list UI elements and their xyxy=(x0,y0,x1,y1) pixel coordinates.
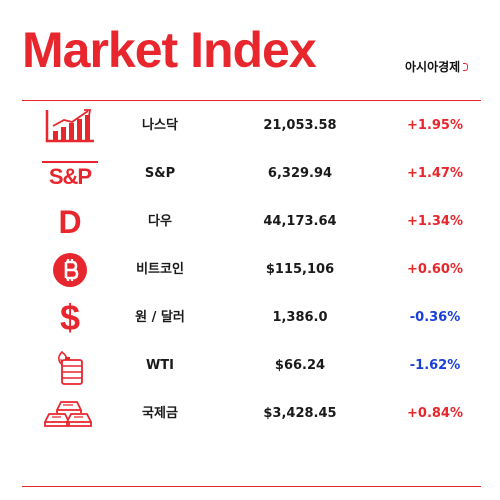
index-change: -0.36% xyxy=(409,310,461,325)
index-name: 원 / 달러 xyxy=(135,310,185,325)
list-item-bitcoin: 비트코인 $115,106 +0.60% xyxy=(0,250,500,290)
dow-logo-text: D xyxy=(58,204,82,240)
index-name: 나스닥 xyxy=(142,118,178,133)
index-value: $3,428.45 xyxy=(263,406,337,421)
page-title: Market Index xyxy=(22,22,317,78)
oil-barrel-icon xyxy=(40,346,100,386)
top-divider xyxy=(22,100,481,101)
bottom-divider xyxy=(22,486,481,487)
index-change: +1.34% xyxy=(407,214,463,229)
index-change: -1.62% xyxy=(409,358,461,373)
list-item-nasdaq: 나스닥 21,053.58 +1.95% xyxy=(0,106,500,146)
brand-name: 아시아경제 xyxy=(405,60,461,74)
index-change: +0.84% xyxy=(407,406,463,421)
index-value: 6,329.94 xyxy=(267,166,333,181)
bar-chart-icon xyxy=(40,106,100,146)
dow-logo-icon: D xyxy=(40,202,100,242)
index-value: $66.24 xyxy=(274,358,326,373)
index-name: 다우 xyxy=(148,214,172,229)
index-name: WTI xyxy=(145,358,175,373)
list-item-dow: D 다우 44,173.64 +1.34% xyxy=(0,202,500,242)
sp-logo-text: S&P xyxy=(48,163,92,189)
index-value: 44,173.64 xyxy=(263,214,337,229)
gold-bars-icon xyxy=(40,394,100,434)
dollar-sign-text: $ xyxy=(59,297,81,338)
brand-logo: 아시아경제 xyxy=(405,58,469,75)
sp-logo-icon: S&P xyxy=(40,154,100,194)
index-value: 1,386.0 xyxy=(272,310,328,325)
list-item-sp: S&P S&P 6,329.94 +1.47% xyxy=(0,154,500,194)
index-name: S&P xyxy=(144,166,176,181)
index-value: 21,053.58 xyxy=(263,118,337,133)
list-item-wti: WTI $66.24 -1.62% xyxy=(0,346,500,386)
bitcoin-icon xyxy=(40,250,100,290)
list-item-krw-usd: $ 원 / 달러 1,386.0 -0.36% xyxy=(0,298,500,338)
brand-mark-icon xyxy=(463,62,469,71)
list-item-gold: 국제금 $3,428.45 +0.84% xyxy=(0,394,500,434)
index-name: 비트코인 xyxy=(136,262,184,277)
index-name: 국제금 xyxy=(142,406,178,421)
dollar-sign-icon: $ xyxy=(40,298,100,338)
index-change: +0.60% xyxy=(407,262,463,277)
index-change: +1.95% xyxy=(407,118,463,133)
index-change: +1.47% xyxy=(407,166,463,181)
index-value: $115,106 xyxy=(265,262,335,277)
